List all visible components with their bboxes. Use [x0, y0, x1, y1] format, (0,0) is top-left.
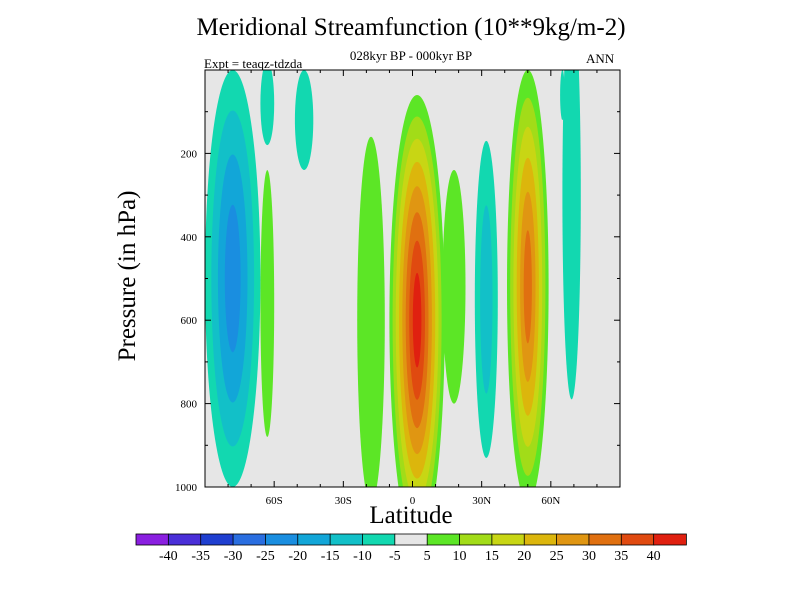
- colorbar-label: -35: [191, 549, 210, 564]
- colorbar-label: 5: [424, 549, 431, 564]
- chart-subtitle: 028kyr BP - 000kyr BP: [349, 48, 473, 63]
- contour-northern-upper-strip: [562, 70, 581, 400]
- colorbar-swatch: [362, 533, 396, 546]
- contour-level-northern-upper-strip-1: [562, 70, 581, 400]
- colorbar-swatch: [329, 533, 364, 546]
- colorbar-swatch: [491, 533, 526, 546]
- y-tick-label: 1000: [175, 482, 198, 494]
- x-tick-label: 30S: [335, 495, 352, 507]
- contour-northern-midlat-cell: [507, 70, 549, 487]
- colorbar: -40 -35 -30 -25 -20 -15 -10 -5 5 10 15 20 25 30 35 40: [135, 533, 687, 564]
- colorbar-swatch: [394, 533, 428, 546]
- x-tick-label: 0: [410, 495, 416, 507]
- colorbar-swatch: [297, 533, 331, 546]
- contour-level-southern-midlat-band-1: [260, 170, 275, 437]
- experiment-label: Expt = teaqz-tdzda: [204, 56, 303, 71]
- colorbar-swatch: [426, 533, 461, 546]
- chart-title: Meridional Streamfunction (10**9kg/m-2): [196, 14, 626, 41]
- contour-level-equatorial-cell-outer-north-1: [442, 169, 466, 404]
- contour-equatorial-cell-outer-south: [357, 136, 385, 487]
- x-axis-label: Latitude: [369, 502, 453, 529]
- colorbar-swatch: [232, 533, 267, 546]
- colorbar-label: 35: [614, 549, 628, 564]
- y-tick-label: 400: [181, 232, 198, 244]
- colorbar-label: 25: [550, 549, 564, 564]
- contour-level-equatorial-cell-outer-south-1: [357, 136, 385, 487]
- colorbar-label: 10: [453, 549, 467, 564]
- contour-level-northern-midlat-cell-6: [523, 230, 532, 344]
- y-axis: 200 400 600 800 1000: [175, 111, 620, 494]
- x-axis: 60S 30S 0 30N 60N: [227, 70, 598, 507]
- colorbar-label: 30: [582, 549, 596, 564]
- colorbar-swatch: [620, 533, 655, 546]
- colorbar-swatch: [200, 533, 234, 546]
- y-tick-label: 800: [181, 399, 198, 411]
- contour-tropical-north-negative: [474, 140, 498, 458]
- colorbar-label: -5: [389, 549, 401, 564]
- colorbar-label: -15: [321, 549, 340, 564]
- y-tick-label: 200: [181, 148, 198, 160]
- contour-level-southern-upper-lobe-1: [260, 70, 275, 146]
- colorbar-label: -25: [256, 549, 275, 564]
- colorbar-swatch: [265, 533, 299, 546]
- colorbar-label: -30: [224, 549, 243, 564]
- colorbar-swatch: [556, 533, 590, 546]
- colorbar-swatch: [523, 533, 558, 546]
- contour-southern-upper-lobe: [260, 70, 275, 146]
- contour-level-tropical-north-negative-2: [480, 205, 493, 394]
- contour-level-equatorial-cell-8: [412, 272, 422, 368]
- contour-equatorial-cell-outer-north: [442, 169, 466, 404]
- colorbar-swatch: [167, 533, 202, 546]
- colorbar-label: 20: [517, 549, 531, 564]
- x-tick-label: 60N: [541, 495, 560, 507]
- contour-southern-upper-strip: [294, 70, 314, 170]
- colorbar-label: -10: [353, 549, 372, 564]
- colorbar-label: 40: [647, 549, 661, 564]
- contour-southern-midlat-band: [260, 170, 275, 437]
- contour-level-north-polar-upper-1: [560, 70, 565, 120]
- contour-fields: [205, 70, 581, 487]
- season-label: ANN: [586, 51, 615, 66]
- colorbar-swatch: [588, 533, 623, 546]
- contour-southern-polar-cell: [205, 70, 261, 487]
- colorbar-swatch: [135, 533, 170, 546]
- colorbar-label: 15: [485, 549, 499, 564]
- x-tick-label: 60S: [266, 495, 283, 507]
- contour-level-southern-polar-cell-4: [224, 204, 241, 353]
- x-tick-label: 30N: [472, 495, 491, 507]
- colorbar-label: -20: [288, 549, 307, 564]
- colorbar-swatch: [653, 533, 687, 546]
- y-tick-label: 600: [181, 315, 198, 327]
- colorbar-label: -40: [159, 549, 178, 564]
- contour-level-southern-upper-strip-1: [294, 70, 314, 170]
- contour-north-polar-upper: [560, 70, 565, 120]
- contour-equatorial-cell: [389, 95, 445, 487]
- colorbar-swatch: [459, 533, 493, 546]
